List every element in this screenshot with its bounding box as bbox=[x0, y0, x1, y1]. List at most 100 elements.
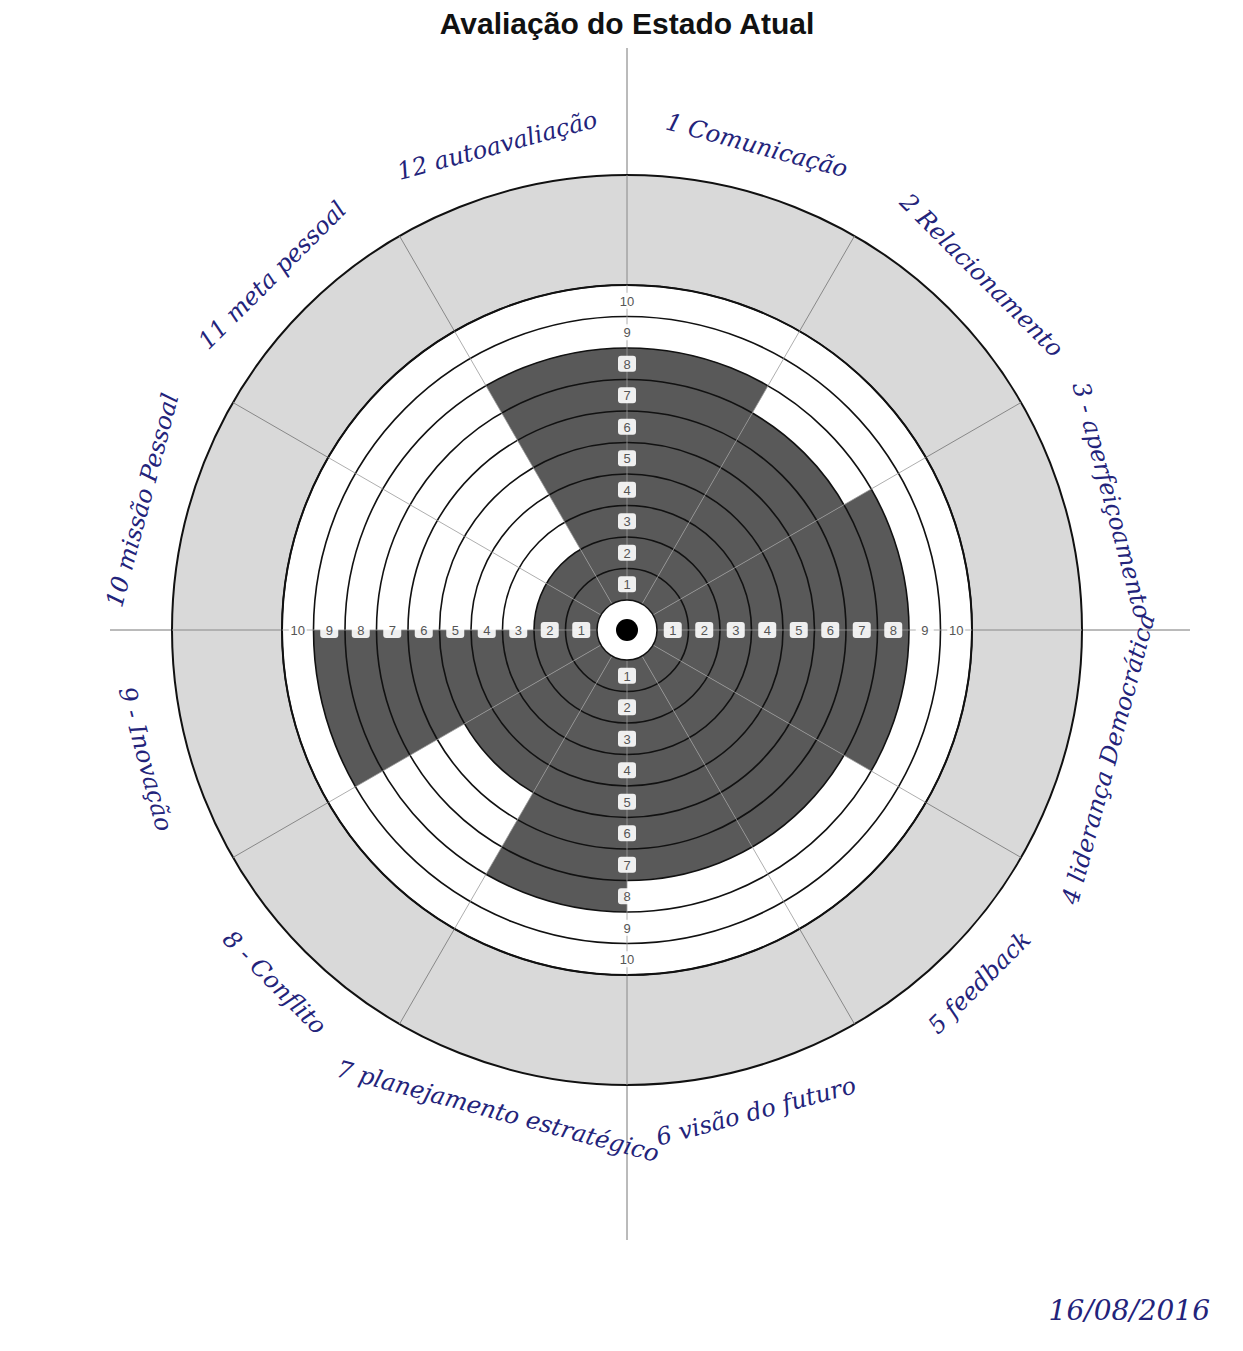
grid-ring bbox=[566, 569, 689, 692]
tick-patch bbox=[618, 762, 636, 778]
tick-patch bbox=[572, 622, 590, 638]
tick-patch bbox=[947, 622, 965, 638]
tick-label: 8 bbox=[357, 623, 364, 638]
tick-patch bbox=[446, 622, 464, 638]
tick-patch bbox=[618, 951, 636, 967]
grid-ring bbox=[377, 380, 878, 881]
tick-label: 2 bbox=[546, 623, 553, 638]
tick-patch bbox=[618, 545, 636, 561]
tick-label: 2 bbox=[623, 700, 630, 715]
wheel-chart: Avaliação do Estado Atual111122223333444… bbox=[0, 0, 1243, 1351]
tick-patch bbox=[853, 622, 871, 638]
tick-label: 2 bbox=[623, 546, 630, 561]
category-label: 9 - Inovação bbox=[113, 684, 178, 834]
spoke bbox=[627, 975, 628, 1085]
tick-label: 6 bbox=[420, 623, 427, 638]
spoke bbox=[800, 236, 855, 331]
category-label: 5 feedback bbox=[922, 925, 1036, 1039]
tick-patch bbox=[618, 324, 636, 340]
tick-patch bbox=[618, 419, 636, 435]
spoke bbox=[328, 458, 601, 616]
tick-label: 7 bbox=[389, 623, 396, 638]
spoke bbox=[172, 630, 282, 631]
tick-patch bbox=[509, 622, 527, 638]
tick-label: 4 bbox=[623, 763, 630, 778]
tick-label: 4 bbox=[483, 623, 490, 638]
category-label: 10 missão Pessoal bbox=[101, 390, 185, 610]
spoke bbox=[233, 403, 328, 458]
grid-ring bbox=[471, 474, 783, 786]
spoke bbox=[400, 236, 455, 331]
tick-patch bbox=[618, 857, 636, 873]
tick-label: 5 bbox=[795, 623, 802, 638]
tick-label: 1 bbox=[623, 669, 630, 684]
tick-label: 9 bbox=[326, 623, 333, 638]
tick-label: 8 bbox=[623, 357, 630, 372]
tick-patch bbox=[618, 356, 636, 372]
category-label: 1 Comunicação bbox=[663, 108, 851, 183]
tick-patch bbox=[695, 622, 713, 638]
spoke bbox=[400, 929, 455, 1024]
tick-label: 10 bbox=[291, 623, 305, 638]
spoke bbox=[800, 929, 855, 1024]
tick-patch bbox=[618, 731, 636, 747]
center-hole bbox=[597, 600, 657, 660]
tick-patch bbox=[320, 622, 338, 638]
spoke bbox=[233, 803, 328, 858]
tick-patch bbox=[618, 387, 636, 403]
spoke bbox=[642, 656, 800, 929]
tick-label: 3 bbox=[515, 623, 522, 638]
tick-patch bbox=[478, 622, 496, 638]
tick-label: 7 bbox=[858, 623, 865, 638]
tick-label: 5 bbox=[623, 451, 630, 466]
tick-label: 7 bbox=[623, 858, 630, 873]
inner-disc bbox=[282, 285, 972, 975]
tick-patch bbox=[383, 622, 401, 638]
category-label: 4 liderança Democrática bbox=[1056, 611, 1161, 908]
category-label: 7 planejamento estratégico bbox=[334, 1055, 662, 1168]
tick-patch bbox=[415, 622, 433, 638]
tick-patch bbox=[916, 622, 934, 638]
spoke bbox=[653, 645, 926, 803]
tick-label: 10 bbox=[620, 952, 634, 967]
grid-ring bbox=[345, 348, 909, 912]
tick-label: 9 bbox=[921, 623, 928, 638]
tick-patch bbox=[618, 699, 636, 715]
tick-label: 1 bbox=[669, 623, 676, 638]
tick-patch bbox=[618, 482, 636, 498]
spoke bbox=[926, 403, 1021, 458]
tick-label: 3 bbox=[623, 732, 630, 747]
title: Avaliação do Estado Atual bbox=[440, 7, 815, 40]
tick-patch bbox=[758, 622, 776, 638]
tick-patch bbox=[664, 622, 682, 638]
tick-label: 6 bbox=[827, 623, 834, 638]
tick-label: 4 bbox=[764, 623, 771, 638]
spoke bbox=[328, 645, 601, 803]
category-label: 3 - aperfeiçoamento bbox=[1066, 379, 1156, 621]
tick-label: 10 bbox=[949, 623, 963, 638]
tick-label: 6 bbox=[623, 826, 630, 841]
tick-patch bbox=[618, 293, 636, 309]
tick-patch bbox=[618, 668, 636, 684]
center-dot bbox=[616, 619, 638, 641]
tick-label: 2 bbox=[701, 623, 708, 638]
tick-patch bbox=[727, 622, 745, 638]
outer-disc bbox=[172, 175, 1082, 1085]
tick-label: 10 bbox=[620, 294, 634, 309]
category-label: 11 meta pessoal bbox=[193, 196, 352, 355]
tick-patch bbox=[618, 825, 636, 841]
tick-label: 9 bbox=[623, 921, 630, 936]
tick-patch bbox=[821, 622, 839, 638]
category-label: 6 visão do futuro bbox=[653, 1071, 859, 1151]
tick-label: 1 bbox=[578, 623, 585, 638]
tick-label: 7 bbox=[623, 388, 630, 403]
tick-patch bbox=[618, 920, 636, 936]
grid-ring bbox=[282, 285, 972, 975]
tick-patch bbox=[884, 622, 902, 638]
tick-label: 9 bbox=[623, 325, 630, 340]
tick-label: 3 bbox=[623, 514, 630, 529]
tick-patch bbox=[790, 622, 808, 638]
tick-patch bbox=[618, 513, 636, 529]
category-label: 8 - Conflito bbox=[217, 925, 332, 1040]
spoke bbox=[972, 630, 1082, 631]
